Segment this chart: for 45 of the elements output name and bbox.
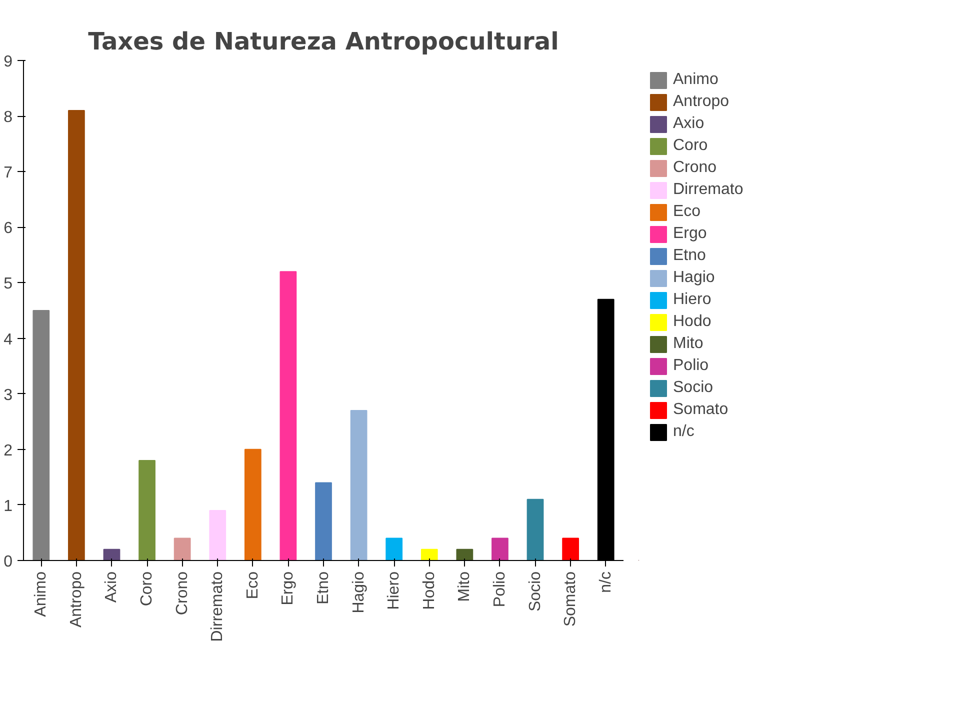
y-tick-label: 0: [4, 554, 13, 570]
x-tick-label: Hodo: [420, 571, 438, 610]
x-tick-label: Antropo: [68, 571, 85, 628]
x-tick-label: n/c: [597, 572, 614, 593]
legend-label: Somato: [673, 401, 728, 419]
legend-label: Eco: [673, 203, 701, 221]
legend-label: Hiero: [673, 291, 712, 309]
legend-label: Ergo: [673, 225, 707, 243]
legend-label: Coro: [673, 137, 708, 155]
x-tick-label: Mito: [456, 571, 474, 602]
legend-label: Animo: [673, 71, 718, 89]
legend-label: Crono: [673, 159, 717, 177]
legend-label: Antropo: [673, 93, 730, 111]
x-tick-label: Axio: [103, 571, 120, 603]
x-tick-label: Polio: [491, 571, 508, 608]
x-tick-label: Ergo: [280, 571, 297, 606]
legend-label: Hagio: [673, 269, 715, 287]
x-tick-label: Somato: [562, 571, 580, 627]
legend-label: Dirremato: [673, 181, 744, 199]
x-tick-label: Animo: [32, 571, 50, 617]
x-tick-label: Hiero: [386, 571, 403, 610]
y-tick-label: 4: [4, 331, 13, 348]
x-tick-label: Eco: [244, 571, 262, 600]
legend-label: Axio: [673, 115, 704, 133]
legend-label: n/c: [673, 423, 694, 441]
legend-label: Socio: [673, 379, 714, 397]
legend-label: Mito: [673, 335, 704, 353]
y-tick-label: 5: [4, 276, 13, 293]
x-tick-label: Dirremato: [209, 571, 226, 642]
x-tick-label: Coro: [138, 571, 156, 606]
y-tick-label: 3: [4, 386, 13, 404]
y-tick-label: 7: [4, 164, 13, 182]
y-tick-label: 2: [4, 442, 13, 460]
legend-label: Hodo: [673, 313, 712, 331]
y-tick-label: 9: [4, 54, 13, 70]
y-tick-label: 1: [4, 498, 13, 515]
y-tick-label: 8: [4, 109, 13, 126]
x-tick-label: Hagio: [350, 571, 368, 614]
legend-label: Etno: [673, 247, 706, 265]
y-tick-label: 6: [4, 220, 13, 238]
x-tick-label: Etno: [315, 571, 332, 604]
x-tick-label: Socio: [526, 571, 544, 612]
legend-label: Polio: [673, 357, 709, 375]
chart-title: Taxes de Natureza Antropocultural: [88, 28, 559, 56]
x-tick-label: Crono: [174, 571, 191, 616]
